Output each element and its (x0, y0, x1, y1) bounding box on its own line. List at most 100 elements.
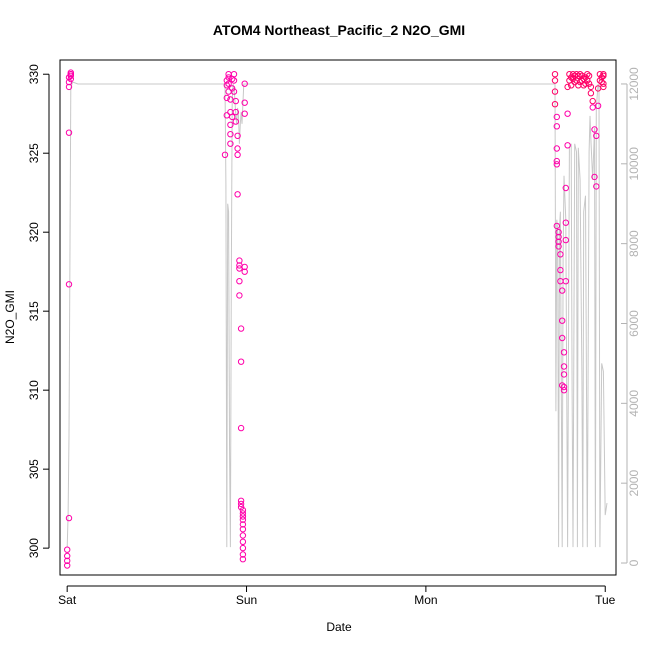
data-point (241, 99, 248, 106)
data-point (236, 257, 243, 264)
data-point (234, 191, 241, 198)
data-point (236, 278, 243, 285)
data-point (234, 132, 241, 140)
data-point (67, 75, 75, 83)
x-tick-label: Sun (236, 593, 257, 607)
data-point (236, 292, 243, 299)
data-point (553, 222, 560, 230)
data-point (239, 510, 247, 517)
data-point (223, 82, 231, 89)
chart-title: ATOM4 Northeast_Pacific_2 N2O_GMI (213, 22, 465, 38)
y2-tick-label: 0 (627, 559, 641, 566)
data-point (239, 526, 247, 533)
data-point (560, 387, 568, 394)
data-point (587, 83, 595, 91)
data-point (560, 349, 568, 356)
data-point (593, 183, 600, 190)
points-layer (64, 69, 607, 569)
data-point (239, 544, 247, 552)
data-point (237, 503, 245, 511)
data-point (560, 371, 568, 378)
data-point (551, 71, 559, 78)
data-point (575, 72, 582, 80)
data-point (555, 229, 562, 236)
y2-tick-label: 6000 (627, 310, 641, 337)
data-point (589, 104, 596, 111)
data-point (64, 562, 71, 569)
data-point (230, 71, 238, 78)
data-point (562, 278, 569, 285)
data-point (230, 77, 238, 84)
data-point (239, 513, 247, 520)
data-point (555, 238, 562, 245)
data-point (551, 101, 559, 108)
data-point (596, 71, 604, 78)
data-point (568, 74, 575, 81)
altitude-line-layer (66, 81, 608, 548)
data-point (225, 80, 232, 87)
y2-tick-label: 4000 (627, 390, 641, 417)
data-point (591, 173, 598, 181)
y-axis-label: N2O_GMI (3, 290, 17, 344)
x-tick-label: Sat (58, 593, 77, 607)
data-point (569, 75, 577, 83)
data-point (560, 383, 568, 391)
data-point (560, 363, 568, 370)
data-point (585, 80, 593, 87)
data-point (237, 424, 245, 432)
data-point (553, 113, 560, 121)
data-point (67, 72, 75, 80)
y-tick-label: 320 (27, 222, 41, 242)
data-point (239, 507, 247, 514)
data-point (65, 514, 73, 522)
data-point (594, 102, 602, 110)
y2-tick-label: 2000 (627, 470, 641, 497)
data-point (234, 145, 241, 152)
data-point (564, 110, 571, 117)
data-point (562, 219, 569, 226)
data-point (593, 132, 600, 140)
data-point (551, 88, 559, 95)
data-point (232, 118, 240, 125)
data-point (559, 334, 566, 342)
data-point (584, 71, 591, 78)
data-point (564, 142, 571, 149)
y-tick-label: 305 (27, 459, 41, 479)
x-tick-label: Mon (414, 593, 437, 607)
data-point (241, 263, 248, 271)
x-axis-label: Date (326, 620, 352, 634)
data-point (582, 80, 589, 87)
data-point (237, 500, 245, 508)
data-point (564, 83, 571, 91)
y-tick-label: 330 (27, 64, 41, 84)
data-point (237, 497, 245, 504)
data-point (589, 97, 596, 105)
y-tick-label: 310 (27, 380, 41, 400)
data-point (239, 538, 247, 545)
altitude-line (66, 81, 608, 548)
data-point (230, 88, 238, 95)
y2-tick-label: 10000 (627, 147, 641, 181)
data-point (553, 161, 560, 168)
data-point (65, 78, 73, 86)
data-point (596, 77, 604, 84)
data-point (591, 126, 598, 133)
y2-axis: 0 2000 4000 6000 8000 10000 12000 (621, 67, 641, 566)
data-point (65, 129, 73, 136)
data-point (239, 556, 247, 563)
data-point (227, 121, 234, 129)
data-point (241, 110, 248, 117)
data-point (64, 546, 71, 553)
data-point (553, 123, 560, 130)
data-point (553, 145, 560, 152)
data-point (229, 85, 236, 92)
data-point (237, 358, 245, 365)
y-tick-label: 325 (27, 143, 41, 163)
data-point (555, 243, 562, 250)
data-point (557, 266, 564, 274)
data-point (559, 317, 566, 324)
y-axis: 300 305 310 315 320 325 330 (27, 64, 50, 558)
data-point (598, 74, 605, 81)
data-point (559, 287, 566, 294)
